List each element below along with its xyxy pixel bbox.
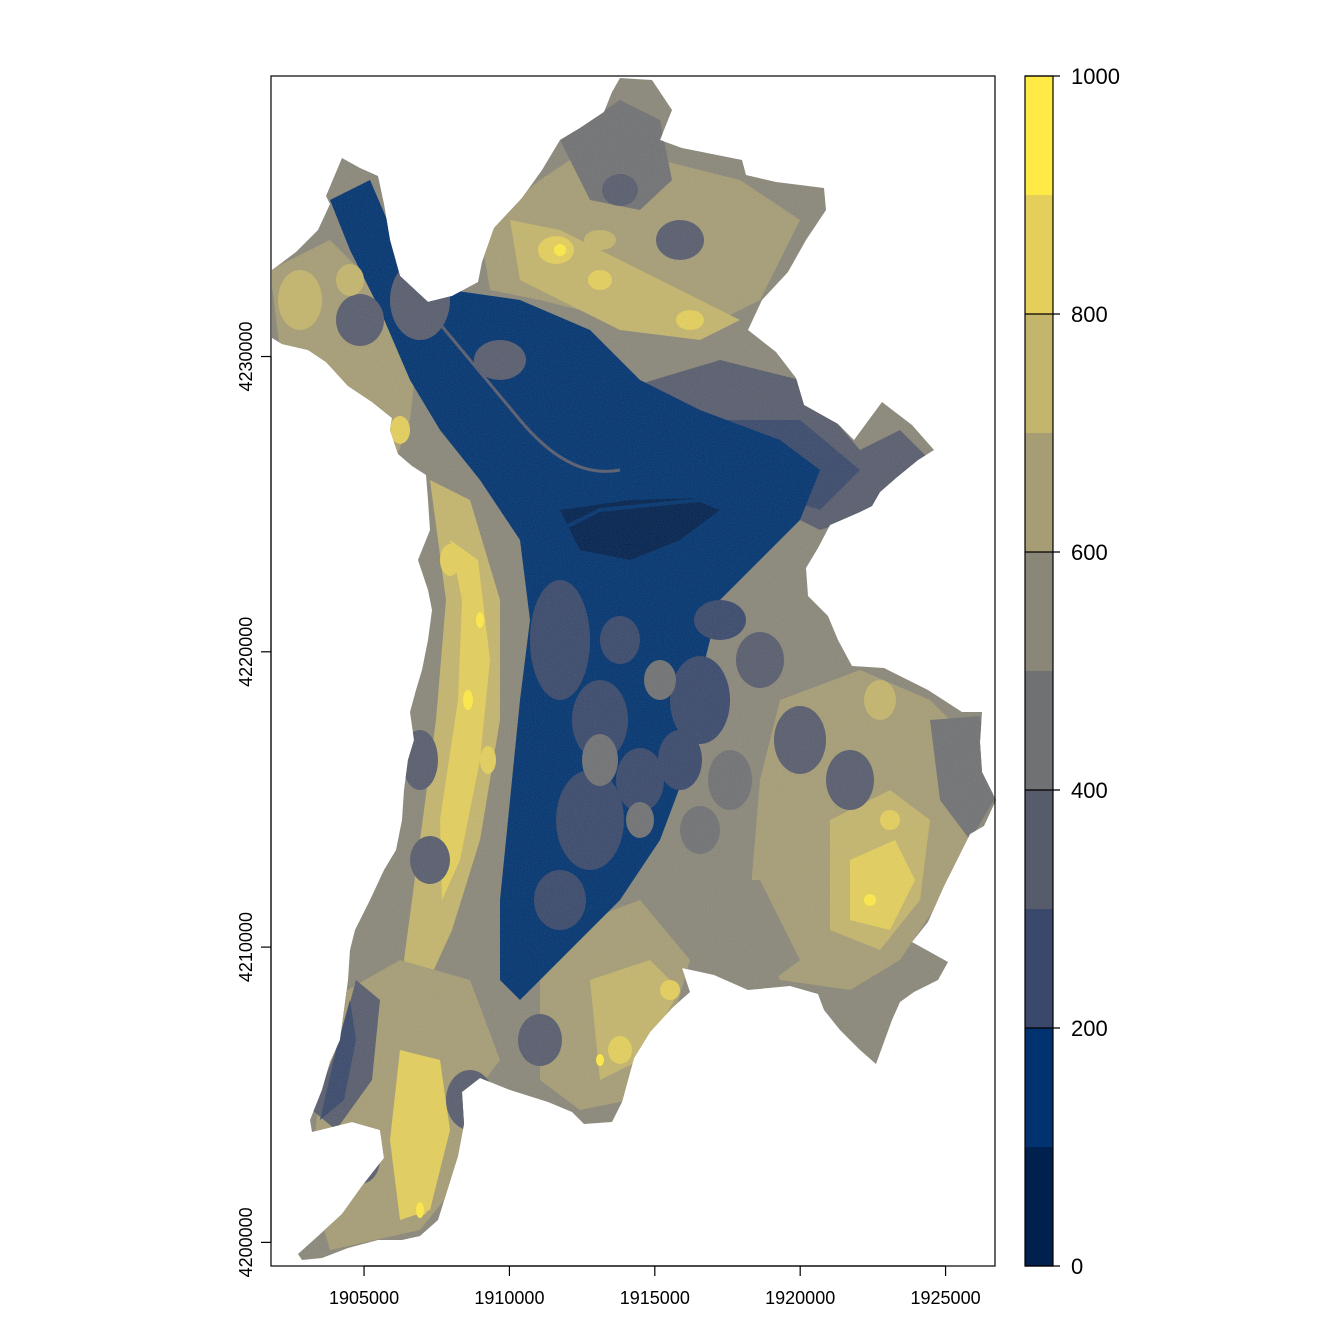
x-tick-label: 1905000	[329, 1288, 399, 1308]
legend-swatch	[1025, 314, 1053, 433]
x-tick-label: 1920000	[765, 1288, 835, 1308]
legend-swatch	[1025, 909, 1053, 1028]
legend-swatch	[1025, 1028, 1053, 1147]
legend-swatch	[1025, 552, 1053, 671]
x-axis: 1905000 1910000 1915000 1920000 1925000	[329, 1265, 981, 1308]
color-legend: 0 200 400 600 800 1000	[1024, 64, 1120, 1279]
x-tick-label: 1925000	[911, 1288, 981, 1308]
legend-swatch	[1025, 1147, 1053, 1266]
raster-clip-group	[272, 78, 996, 1260]
legend-swatch	[1025, 76, 1053, 195]
legend-swatch	[1025, 433, 1053, 552]
raster-grain	[272, 78, 996, 1260]
y-tick-label: 4210000	[236, 912, 256, 982]
legend-swatch	[1025, 790, 1053, 909]
value-patch	[396, 480, 424, 520]
y-axis: 4200000 4210000 4220000 4230000	[236, 321, 272, 1277]
y-tick-label: 4200000	[236, 1207, 256, 1277]
x-tick-label: 1910000	[474, 1288, 544, 1308]
legend-label: 800	[1071, 302, 1108, 327]
legend-swatch	[1025, 671, 1053, 790]
raster-layer	[272, 78, 996, 1260]
y-tick-label: 4220000	[236, 617, 256, 687]
legend-label: 1000	[1071, 64, 1120, 89]
legend-swatch	[1025, 195, 1053, 314]
legend-label: 600	[1071, 540, 1108, 565]
legend-label: 0	[1071, 1254, 1083, 1279]
legend-label: 200	[1071, 1016, 1108, 1041]
x-tick-label: 1915000	[620, 1288, 690, 1308]
y-tick-label: 4230000	[236, 321, 256, 391]
legend-label: 400	[1071, 778, 1108, 803]
